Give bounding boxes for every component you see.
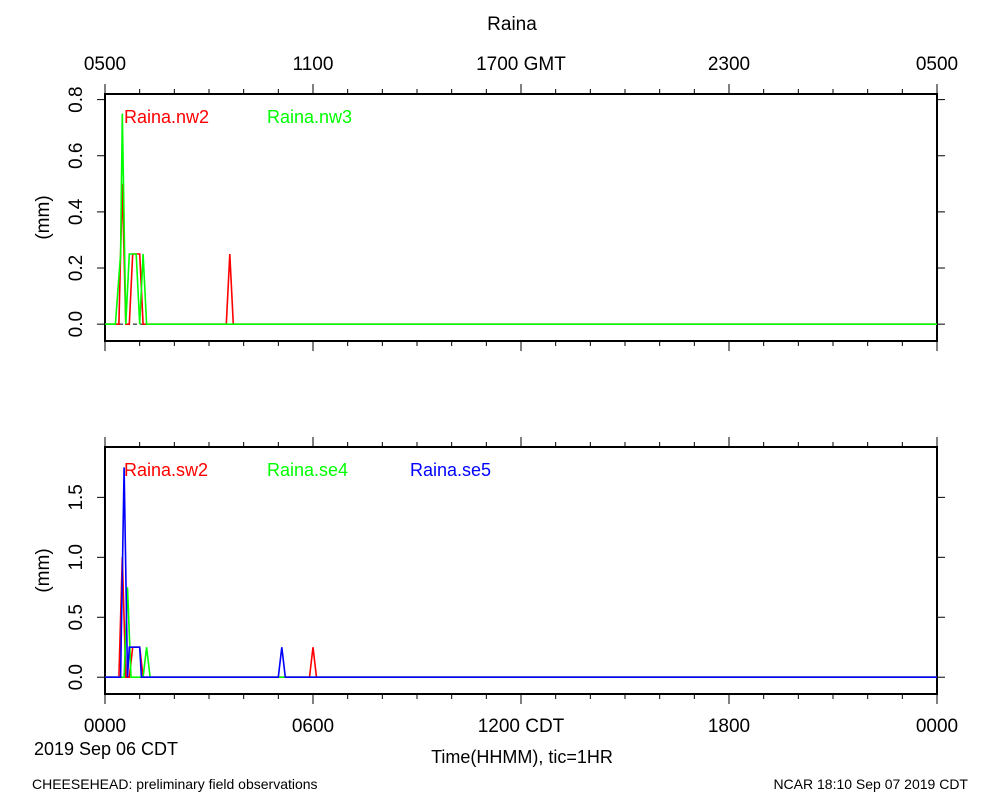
series-line-Raina.se4 (105, 587, 937, 679)
y-tick-label: 0.0 (66, 311, 87, 337)
top-panel: 0.0 0.2 0.4 0.6 0.8 (mm) Raina.nw2 Raina.nw3 (33, 84, 945, 351)
footer-right-note: NCAR 18:10 Sep 07 2019 CDT (773, 776, 968, 792)
date-label: 2019 Sep 06 CDT (34, 739, 178, 759)
plot-frame (104, 446, 938, 695)
top-tick-label-2: 1700 GMT (476, 54, 566, 75)
top-tick-label-4: 0500 (916, 54, 958, 75)
legend-label-Raina.sw2: Raina.sw2 (124, 460, 208, 480)
legend-label-Raina.nw2: Raina.nw2 (124, 107, 209, 127)
y-tick-label: 1.5 (66, 484, 87, 510)
y-tick-label: 1.0 (66, 544, 87, 570)
top-tick-label-3: 2300 (708, 54, 750, 75)
y-tick-label: 0.4 (66, 198, 87, 225)
y-tick-label: 0.0 (66, 664, 87, 690)
y-axis-label: (mm) (33, 195, 54, 239)
bottom-tick-label-2: 1200 CDT (478, 716, 565, 737)
legend-label-Raina.nw3: Raina.nw3 (267, 107, 352, 127)
bottom-tick-label-4: 0000 (916, 716, 958, 737)
legend-label-Raina.se5: Raina.se5 (410, 460, 491, 480)
bottom-tick-label-1: 0600 (292, 716, 334, 737)
y-tick-label: 0.8 (66, 86, 87, 112)
y-tick-label: 0.2 (66, 255, 87, 281)
plot-frame (104, 93, 938, 342)
y-tick-label: 0.6 (66, 143, 87, 169)
chart-title: Raina (487, 14, 537, 35)
x-axis-label: Time(HHMM), tic=1HR (431, 747, 613, 767)
bottom-tick-label-0: 0000 (84, 716, 126, 737)
footer-left-note: CHEESEHEAD: preliminary field observatio… (32, 776, 318, 792)
y-axis-label: (mm) (33, 548, 54, 592)
series-line-Raina.nw2 (105, 183, 937, 326)
series-line-Raina.se5 (105, 467, 937, 679)
series-line-Raina.sw2 (105, 557, 937, 679)
y-tick-label: 0.5 (66, 604, 87, 630)
legend-label-Raina.se4: Raina.se4 (267, 460, 348, 480)
series-line-Raina.nw3 (105, 113, 937, 326)
top-tick-label-0: 0500 (84, 54, 126, 75)
bottom-tick-label-3: 1800 (708, 716, 750, 737)
top-tick-label-1: 1100 (293, 54, 334, 75)
bottom-panel: 0.0 0.5 1.0 1.5 (mm) Raina.sw2 Raina.se4 Raina.… (33, 437, 945, 704)
